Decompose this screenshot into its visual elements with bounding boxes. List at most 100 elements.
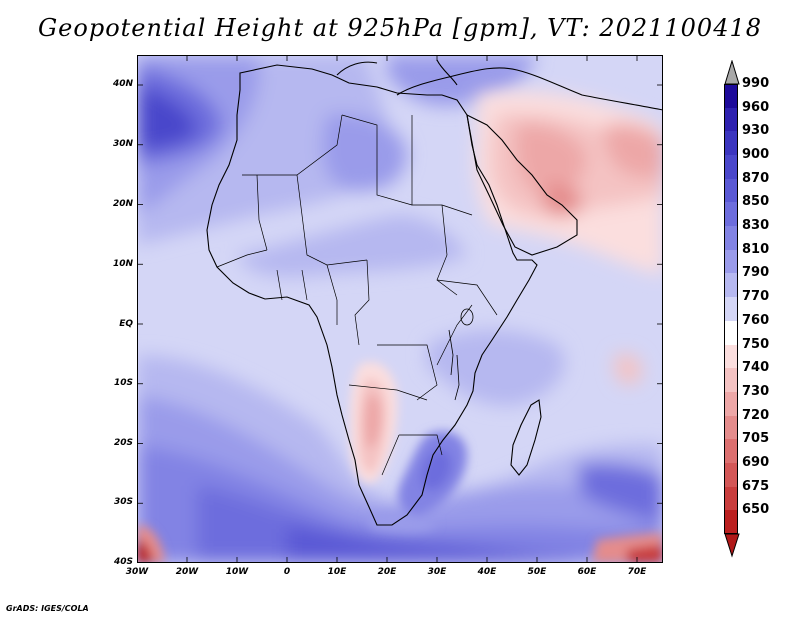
lon-label-50e: 50E (527, 567, 547, 577)
lat-label-40n: 40N (112, 79, 133, 89)
colorbar-label: 960 (742, 99, 770, 115)
madagascar-coast (510, 399, 542, 476)
colorbar-level-675: 675 (724, 479, 796, 511)
lon-label-10e: 10E (327, 567, 347, 577)
lon-label-30e: 30E (427, 567, 447, 577)
colorbar-swatch (724, 510, 738, 534)
credit-text: GrADS: IGES/COLA (6, 604, 89, 613)
colorbar-swatch (724, 155, 738, 179)
colorbar-over-arrow (724, 60, 740, 85)
colorbar-level-900: 900 (724, 147, 796, 179)
colorbar-level-990: 990 (724, 76, 796, 108)
balkans-coast (436, 59, 458, 86)
colorbar-level-705: 705 (724, 431, 796, 463)
iberia-coast (336, 61, 378, 76)
colorbar-label: 730 (742, 383, 770, 399)
lon-label-10w: 10W (225, 567, 249, 577)
colorbar-swatch (724, 344, 738, 369)
colorbar-label: 790 (742, 265, 770, 281)
colorbar-label: 675 (742, 478, 770, 494)
colorbar-label: 770 (742, 289, 770, 305)
lakes (448, 308, 474, 401)
southern-belt (137, 330, 663, 563)
africa-coast (206, 64, 538, 526)
country-borders (216, 114, 498, 476)
colorbar-swatch (724, 486, 738, 511)
colorbar-swatch (724, 202, 738, 227)
colorbar-swatch (724, 178, 738, 203)
colorbar-level-770: 770 (724, 289, 796, 321)
colorbar-level-790: 790 (724, 265, 796, 298)
lat-label-20n: 20N (112, 199, 133, 209)
southern-africa-high (367, 431, 467, 533)
colorbar-swatch (724, 84, 738, 108)
colorbar-swatch (724, 131, 738, 156)
lon-label-30w: 30W (125, 567, 149, 577)
colorbar-label: 750 (742, 336, 770, 352)
colorbar-label: 705 (742, 431, 770, 447)
lat-label-eq: EQ (119, 319, 133, 329)
colorbar-swatch (724, 297, 738, 321)
kalahari-low (349, 361, 398, 484)
colorbar-level-720: 720 (724, 408, 796, 440)
colorbar-level-740: 740 (724, 360, 796, 392)
lon-label-0: 0 (283, 567, 291, 577)
colorbar-swatch (724, 415, 738, 440)
lon-label-20w: 20W (175, 567, 199, 577)
colorbar-label: 930 (742, 123, 770, 139)
height-field (137, 55, 663, 563)
colorbar-label: 990 (742, 76, 770, 91)
coastlines (206, 59, 663, 526)
colorbar: 990 960 930 900 870 850 830 810 790 770 760 750 740 7… (724, 60, 796, 560)
colorbar-label: 740 (742, 360, 770, 376)
colorbar-label: 830 (742, 218, 770, 234)
lat-label-30s: 30S (113, 497, 133, 507)
geopotential-map (137, 55, 663, 563)
colorbar-level-760: 760 (724, 313, 796, 345)
colorbar-swatch (724, 368, 738, 392)
colorbar-level-850: 850 (724, 194, 796, 227)
lat-label-40s: 40S (113, 557, 133, 567)
colorbar-level-870: 870 (724, 171, 796, 203)
map-border (137, 55, 663, 563)
corner-lows (137, 525, 663, 563)
northern-highs (137, 55, 537, 277)
colorbar-label: 810 (742, 241, 770, 257)
colorbar-swatch (724, 273, 738, 298)
lon-label-70e: 70E (627, 567, 647, 577)
colorbar-label: 900 (742, 147, 770, 163)
lat-label-30n: 30N (112, 139, 133, 149)
lat-label-10s: 10S (113, 378, 133, 388)
colorbar-swatch (724, 439, 738, 463)
chart-title: Geopotential Height at 925hPa [gpm], VT:… (38, 14, 762, 42)
colorbar-level-830: 830 (724, 218, 796, 250)
map-panel (137, 55, 663, 563)
lat-label-20s: 20S (113, 438, 133, 448)
colorbar-level-810: 810 (724, 242, 796, 274)
mediterranean-coast (396, 67, 663, 111)
colorbar-label: 760 (742, 312, 770, 328)
colorbar-swatch (724, 249, 738, 274)
colorbar-swatch (724, 320, 738, 345)
colorbar-level-730: 730 (724, 384, 796, 416)
colorbar-label: 850 (742, 194, 770, 210)
lat-label-10n: 10N (112, 259, 133, 269)
colorbar-swatch (724, 462, 738, 487)
colorbar-label: 650 (742, 502, 770, 518)
colorbar-swatch (724, 391, 738, 416)
colorbar-label: 690 (742, 454, 770, 470)
colorbar-swatch (724, 226, 738, 250)
arabian-low (475, 90, 663, 385)
arabia-coast (466, 114, 578, 256)
colorbar-swatch (724, 107, 738, 132)
colorbar-under-arrow (724, 533, 740, 558)
colorbar-level-750: 750 (724, 337, 796, 369)
colorbar-label: 870 (742, 170, 770, 186)
lon-label-20e: 20E (377, 567, 397, 577)
colorbar-level-930: 930 (724, 123, 796, 156)
lon-label-60e: 60E (577, 567, 597, 577)
colorbar-label: 720 (742, 407, 770, 423)
colorbar-level-650: 650 (724, 502, 796, 534)
lon-label-40e: 40E (477, 567, 497, 577)
colorbar-level-960: 960 (724, 100, 796, 132)
